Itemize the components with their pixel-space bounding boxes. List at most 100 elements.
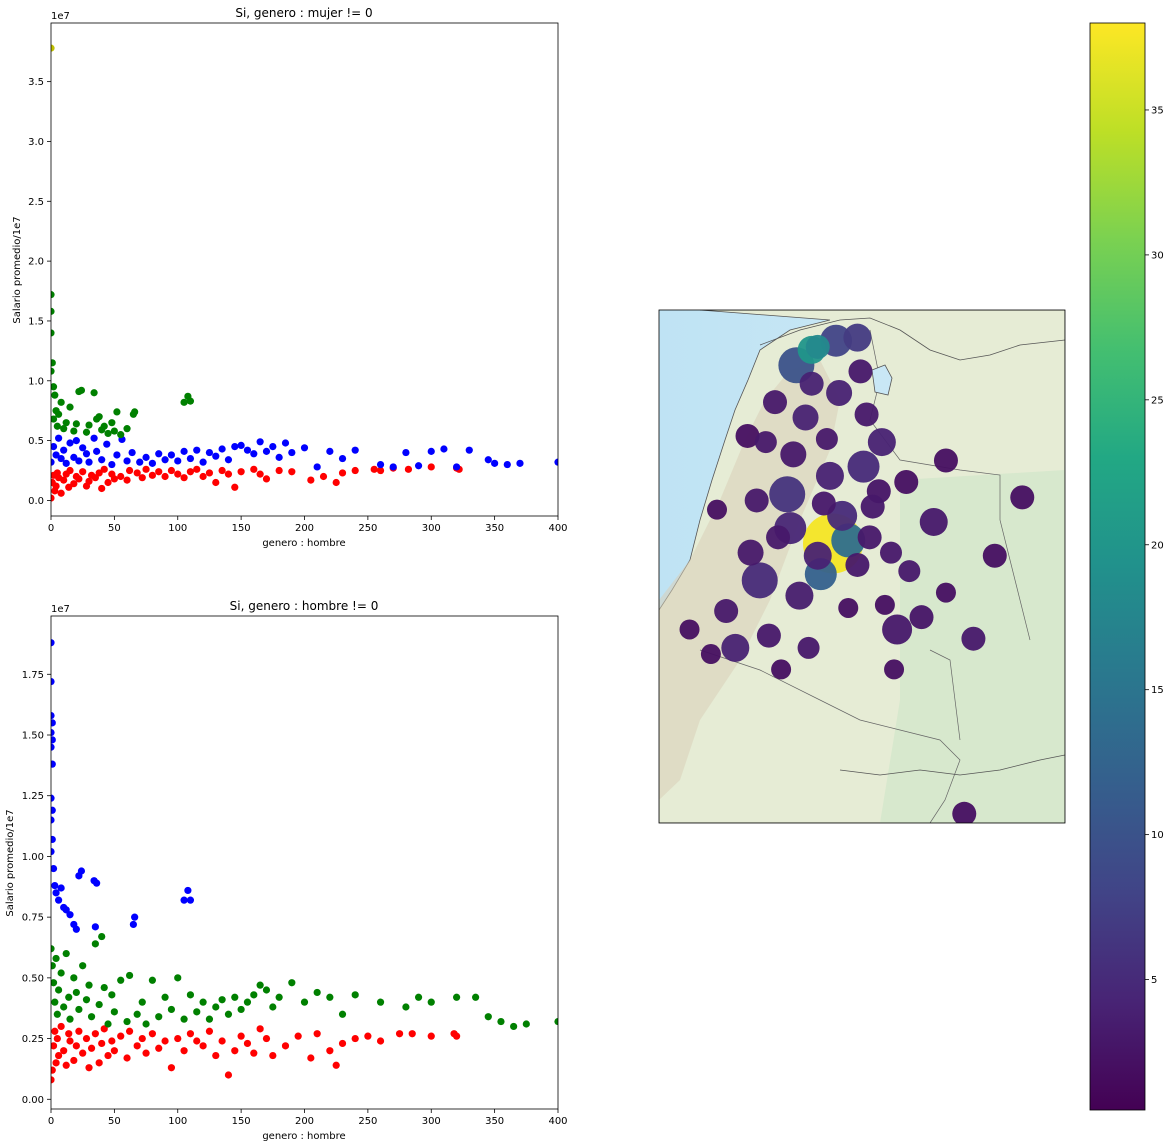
panel-2-point (110, 1047, 118, 1055)
panel-1-point (95, 413, 103, 421)
panel-2-point (414, 993, 423, 1001)
panel-1-point (174, 470, 182, 478)
panel-2-point (51, 806, 56, 814)
panel-2-point (364, 1032, 372, 1040)
panel-2-point (51, 719, 56, 727)
panel-2-point (231, 1047, 239, 1055)
panel-1-point (51, 494, 55, 502)
panel-1-y-axis: 0.0 0.5 1.0 1.5 2.0 2.5 3.0 3.5 (28, 77, 51, 507)
panel-2-point (57, 884, 65, 892)
panel-2-point (91, 940, 99, 948)
map-bubble (815, 461, 844, 490)
panel-1-x-tick-label: 300 (422, 523, 441, 534)
panel-2-point (125, 1027, 134, 1035)
panel-2-point (51, 979, 58, 987)
panel-2-y-label: Salario promedio/1e7 (5, 809, 16, 916)
panel-2-point (205, 1027, 214, 1035)
panel-1-point (104, 429, 112, 438)
panel-1-point (161, 456, 169, 464)
map-bubble (714, 599, 739, 624)
panel-2-point (51, 998, 59, 1006)
panel-2-frame (50, 615, 559, 1110)
panel-1-point (77, 386, 86, 394)
map-bubble (845, 552, 870, 577)
panel-1-point (60, 476, 68, 484)
map-bubble (874, 594, 895, 615)
panel-1-point (110, 475, 118, 483)
panel-1-point (136, 458, 144, 466)
panel-1-point (155, 468, 163, 476)
panel-1-point (186, 468, 195, 476)
panel-2-point (142, 1020, 150, 1028)
panel-1-point (66, 439, 74, 447)
panel-2-point (66, 911, 74, 919)
panel-1-point (95, 469, 103, 477)
panel-2-point (51, 1042, 58, 1050)
panel-2-point (510, 1022, 518, 1031)
panel-2-x-tick-label: 200 (295, 1116, 314, 1127)
panel-2-point (70, 1056, 78, 1065)
panel-1-point (243, 446, 252, 454)
panel-1-point (205, 448, 214, 457)
panel-1-point (60, 425, 68, 433)
map-bubble (857, 525, 882, 550)
panel-2-point (95, 1059, 103, 1067)
panel-2-point (174, 1034, 182, 1043)
map-bubble (867, 428, 896, 457)
panel-2-point (275, 993, 283, 1001)
panel-1-point (376, 466, 385, 475)
panel-1-point (313, 463, 321, 471)
panel-1-point (231, 483, 239, 491)
panel-2-point (60, 1003, 68, 1011)
panel-2-point (243, 998, 252, 1006)
panel-2-point (326, 1047, 334, 1055)
panel-1-point (370, 465, 378, 473)
panel-1-point (491, 459, 499, 467)
colorbar-gradient (1089, 22, 1146, 1111)
map-bubble (754, 431, 777, 454)
panel-2-point (199, 998, 207, 1006)
map-bubble (961, 626, 986, 651)
panel-2-point (313, 1030, 321, 1038)
panel-2-point (395, 1030, 404, 1038)
panel-2-point (351, 991, 359, 999)
panel-2-point (51, 711, 55, 720)
panel-2-point (148, 1030, 156, 1038)
panel-2-point (484, 1013, 492, 1021)
panel-1-point (70, 427, 78, 435)
panel-2-point (218, 1037, 226, 1045)
panel-1-point (52, 482, 60, 490)
map-bubble (679, 619, 700, 640)
map-coast-north (759, 317, 1065, 361)
panel-1-point (72, 420, 80, 428)
panel-2-point (133, 1010, 141, 1018)
panel-1-point (180, 398, 188, 406)
panel-1-point (65, 483, 73, 491)
panel-1-point (503, 460, 511, 469)
map-bubbles (679, 323, 1035, 823)
map-border-venezuela (869, 329, 1031, 641)
panel-1-y-tick-label: 2.0 (28, 257, 44, 268)
map-bubble (919, 507, 948, 536)
map-bubble (909, 605, 934, 630)
panel-1-point (484, 456, 492, 464)
panel-2-point (52, 1059, 60, 1067)
panel-1-point (231, 442, 239, 451)
scatter-panel-2: Si, genero : hombre != 0 1e7 0 50 100 150 20… (5, 599, 568, 1142)
map-bubble (847, 450, 880, 483)
panel-2-point (218, 996, 226, 1004)
panel-2-point (51, 945, 55, 953)
panel-2-point (522, 1020, 530, 1028)
panel-1-point (79, 444, 87, 452)
panel-2-point (65, 993, 73, 1001)
map-bubble (884, 659, 905, 680)
panel-2-point (66, 1037, 74, 1045)
panel-2-point (167, 1005, 176, 1014)
panel-1-point (113, 408, 121, 416)
panel-2-point (123, 1017, 131, 1026)
panel-1-point (256, 470, 264, 478)
panel-2-y-tick-label: 0.50 (22, 973, 44, 984)
panel-2-x-tick-label: 350 (485, 1116, 504, 1127)
panel-2-point (52, 954, 60, 963)
panel-1-point (70, 453, 78, 461)
